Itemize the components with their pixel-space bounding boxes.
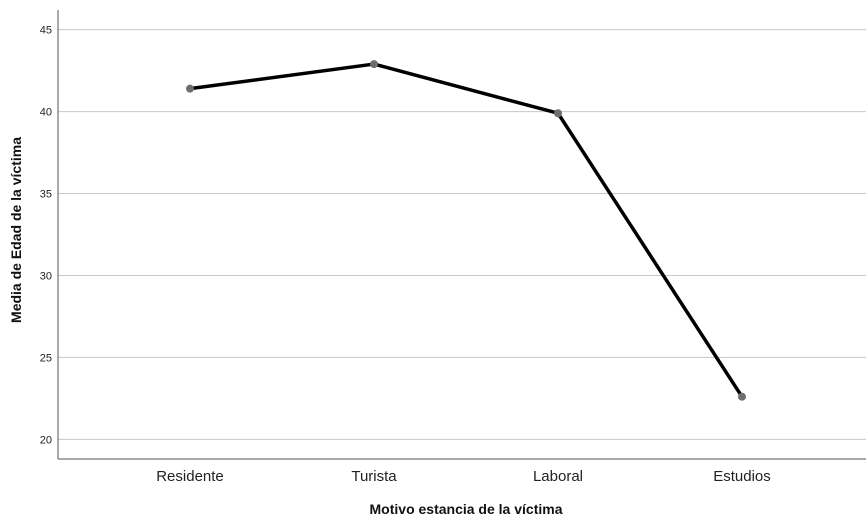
y-tick-labels: 20 25 30 35 40 45 bbox=[40, 25, 52, 447]
series-line bbox=[188, 62, 744, 399]
x-axis-title: Motivo estancia de la víctima bbox=[370, 501, 563, 516]
data-point bbox=[738, 392, 746, 401]
x-tick-labels: Residente Turista Laboral Estudios bbox=[156, 468, 771, 485]
y-tick-label: 25 bbox=[40, 352, 52, 364]
y-tick-label: 35 bbox=[40, 189, 52, 201]
data-point bbox=[554, 109, 562, 118]
y-tick-label: 40 bbox=[40, 107, 52, 119]
x-tick-label: Laboral bbox=[533, 468, 583, 485]
y-tick-label: 30 bbox=[40, 270, 52, 282]
y-tick-label: 20 bbox=[40, 434, 52, 446]
data-point bbox=[370, 60, 378, 69]
axes bbox=[57, 10, 866, 460]
data-point bbox=[186, 84, 194, 93]
x-tick-label: Estudios bbox=[713, 468, 771, 485]
x-tick-label: Turista bbox=[351, 468, 397, 485]
y-axis-title: Media de Edad de la víctima bbox=[8, 137, 24, 323]
gridlines bbox=[58, 29, 866, 440]
series-layer bbox=[186, 60, 746, 401]
y-tick-label: 45 bbox=[40, 25, 52, 37]
x-tick-label: Residente bbox=[156, 468, 224, 485]
